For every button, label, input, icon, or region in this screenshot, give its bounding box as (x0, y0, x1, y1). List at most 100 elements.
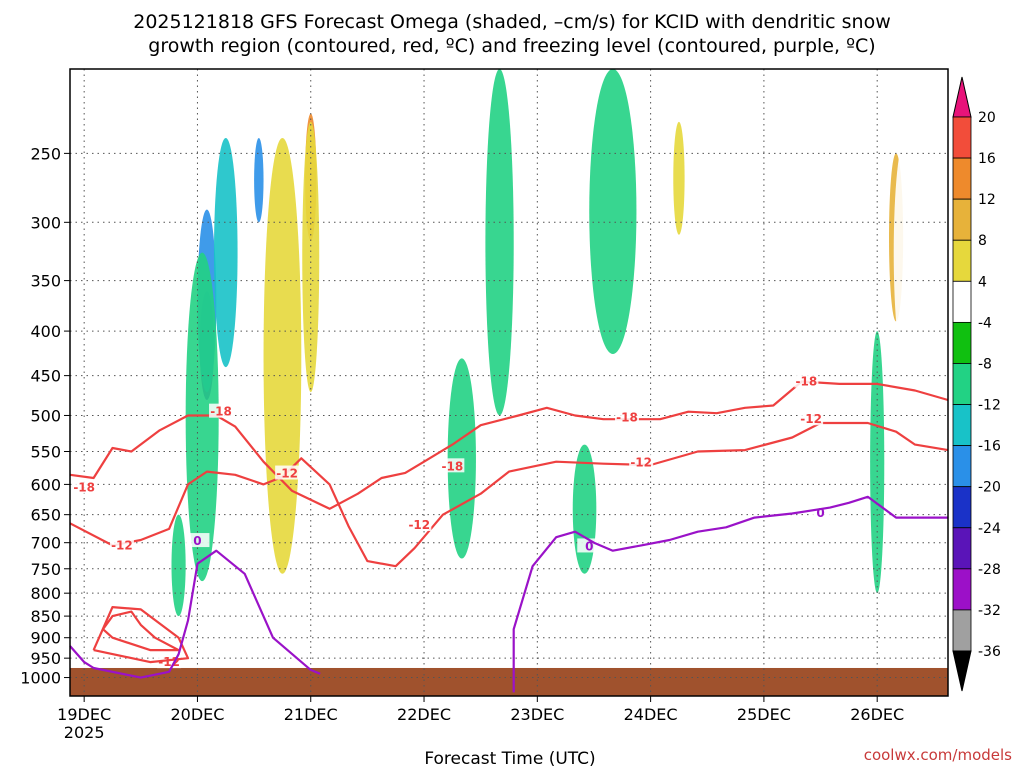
contour-label-dgz: -18 (616, 411, 638, 425)
y-tick-label-800: 800 (30, 584, 61, 603)
y-tick-label-250: 250 (30, 144, 61, 163)
chart-title-line-2: growth region (contoured, red, ºC) and f… (148, 35, 875, 57)
y-tick-label-300: 300 (30, 213, 61, 232)
colorbar-segment (952, 404, 972, 447)
contour-label-bg (209, 403, 234, 418)
contour-label-bg (440, 458, 465, 473)
omega-cell-12 (171, 514, 186, 617)
y-tick-label-700: 700 (30, 534, 61, 553)
contour-lines: -18-18-18-18-18-12-12-12-12-12-120 00 (69, 373, 949, 693)
colorbar-tick-label--12: -12 (978, 398, 1001, 414)
y-tick-label-850: 850 (30, 607, 61, 626)
colorbar-segment (952, 445, 972, 488)
omega-cell-5 (263, 137, 302, 574)
contour-dgz-1 (69, 421, 949, 568)
contour-dgz-3 (92, 605, 190, 664)
omega-cell-13 (376, 87, 415, 479)
colorbar-tick-label--24: -24 (978, 521, 1001, 537)
contour-label-dgz: -18 (73, 481, 95, 495)
credit-link[interactable]: coolwx.com/models (864, 746, 1012, 764)
colorbar-tick-label--32: -32 (978, 603, 1001, 619)
omega-cell-2 (185, 252, 219, 582)
omega-cell-22 (893, 137, 918, 368)
colorbar-segment (952, 321, 972, 364)
colorbar-segment (952, 116, 972, 159)
colorbar-segment (952, 486, 972, 529)
colorbar-segment (952, 568, 972, 611)
colorbar-tick-label--8: -8 (978, 356, 992, 372)
colorbar-segment (952, 239, 972, 282)
colorbar-bottom-arrow (952, 650, 972, 692)
contour-label-freezing-level: 0 (193, 534, 201, 548)
plot-frame (69, 68, 949, 697)
contour-freezing-level-4 (69, 549, 321, 679)
contour-label-dgz: -18 (442, 459, 464, 473)
y-tick-label-650: 650 (30, 506, 61, 525)
colorbar-tick-label-4: 4 (978, 274, 987, 290)
contour-label-dgz: -12 (111, 538, 133, 552)
colorbar-segment (952, 363, 972, 405)
colorbar-tick-label-12: 12 (978, 192, 996, 208)
colorbar: 20 16 12 8 4 -4 -8 -12 -16 -20 -24 -28 -32 -36 (952, 76, 1001, 692)
x-axis-label: Forecast Time (UTC) (424, 749, 595, 768)
colorbar-tick-label-16: 16 (978, 151, 996, 167)
colorbar-tick-label--4: -4 (978, 315, 992, 331)
colorbar-tick-label--20: -20 (978, 480, 1001, 496)
y-axis: 250 300 350 400 450 500 550 600 650 700 750 800 850 9… (20, 144, 70, 688)
y-tick-label-950: 950 (30, 649, 61, 668)
x-tick-label-26DEC: 26DEC (850, 705, 904, 724)
y-tick-label-500: 500 (30, 406, 61, 425)
contour-dgz-0 (69, 380, 949, 510)
contour-label-bg (799, 411, 824, 426)
omega-cell-17 (589, 69, 637, 355)
contour-label-dgz: -18 (796, 374, 818, 388)
colorbar-tick-label-20: 20 (978, 110, 996, 126)
omega-cell-15 (485, 69, 514, 416)
omega-cell-8 (320, 69, 368, 543)
contour-label-dgz: -12 (408, 518, 430, 532)
omega-cell-20 (870, 331, 885, 594)
omega-cell-3 (213, 137, 238, 368)
omega-cell-4 (254, 137, 264, 223)
contour-label-dgz: -12 (630, 455, 652, 469)
contour-label-bg (577, 538, 602, 553)
omega-cell-19 (737, 121, 753, 235)
colorbar-top-arrow (952, 76, 972, 118)
contour-label-bg (109, 537, 134, 552)
contour-label-bg (275, 465, 300, 480)
contour-label-bg (185, 533, 210, 548)
x-tick-label-21DEC: 21DEC (284, 705, 338, 724)
omega-cell-10 (121, 69, 160, 355)
contour-label-freezing-level: 0 (585, 539, 593, 553)
contour-label-bg (407, 516, 432, 531)
contour-dgz-2 (102, 610, 180, 652)
contour-label-bg (794, 373, 819, 388)
y-tick-label-1000: 1000 (20, 669, 61, 688)
x-tick-label-25DEC: 25DEC (737, 705, 791, 724)
colorbar-tick-label--28: -28 (978, 562, 1001, 578)
contour-label-bg (615, 409, 640, 424)
colorbar-segment (952, 527, 972, 570)
chart-title-line-1: 2025121818 GFS Forecast Omega (shaded, –… (133, 11, 891, 33)
omega-cell-9 (91, 69, 115, 434)
colorbar-segment (952, 198, 972, 241)
y-tick-label-750: 750 (30, 560, 61, 579)
contour-label-dgz: -18 (210, 405, 232, 419)
ground-band (70, 667, 948, 696)
y-tick-label-550: 550 (30, 443, 61, 462)
contour-label-freezing-level: 0 (816, 506, 824, 520)
omega-cell-18 (673, 121, 685, 235)
contour-label-bg (72, 479, 97, 494)
x-tick-label-19DEC: 19DEC (57, 705, 111, 724)
colorbar-tick-label-8: 8 (978, 233, 987, 249)
x-tick-label-23DEC: 23DEC (510, 705, 564, 724)
colorbar-tick-label--36: -36 (978, 644, 1001, 660)
y-tick-label-900: 900 (30, 629, 61, 648)
y-tick-label-400: 400 (30, 322, 61, 341)
y-tick-label-350: 350 (30, 272, 61, 291)
y-tick-label-450: 450 (30, 367, 61, 386)
x-tick-label-20DEC: 20DEC (170, 705, 224, 724)
contour-label-bg (629, 454, 654, 469)
